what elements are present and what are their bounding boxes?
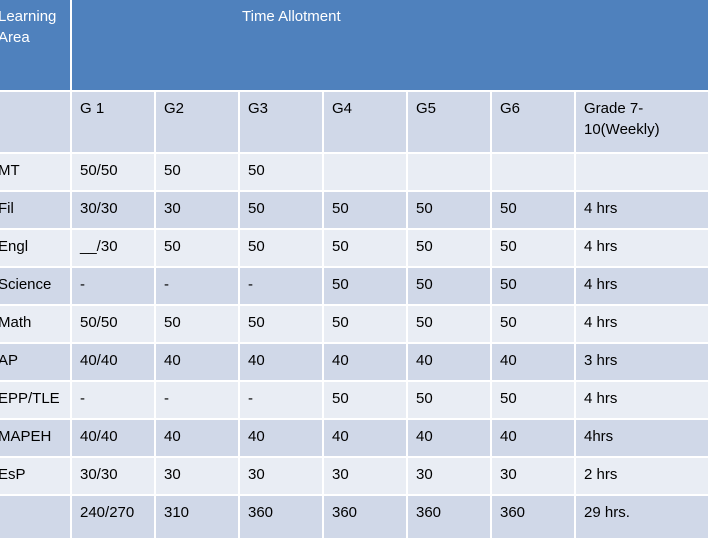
row-cell: 30 — [240, 458, 324, 496]
row-cell: 4 hrs — [576, 268, 710, 306]
row-cell — [408, 154, 492, 192]
total-cell: 360 — [492, 496, 576, 540]
row-label: Science — [0, 268, 72, 306]
row-cell: 40 — [408, 344, 492, 382]
row-cell: 50 — [408, 268, 492, 306]
row-cell: 50 — [240, 230, 324, 268]
row-cell: 40 — [156, 344, 240, 382]
row-cell: 4hrs — [576, 420, 710, 458]
header-time-allotment: Time Allotment — [72, 0, 710, 92]
column-header: G3 — [240, 92, 324, 154]
header-learning-area: Learning Area — [0, 0, 72, 92]
row-cell: 50 — [324, 306, 408, 344]
row-cell: 4 hrs — [576, 382, 710, 420]
row-cell: 50 — [492, 268, 576, 306]
row-cell: 40 — [408, 420, 492, 458]
row-cell: 50 — [492, 192, 576, 230]
row-cell: 30/30 — [72, 192, 156, 230]
row-label: Math — [0, 306, 72, 344]
row-label: EPP/TLE — [0, 382, 72, 420]
row-cell: 4 hrs — [576, 192, 710, 230]
row-label: Engl — [0, 230, 72, 268]
row-cell: - — [72, 268, 156, 306]
total-cell: 310 — [156, 496, 240, 540]
row-cell: 40/40 — [72, 420, 156, 458]
row-cell: - — [156, 268, 240, 306]
row-label: MAPEH — [0, 420, 72, 458]
row-cell: __/30 — [72, 230, 156, 268]
row-cell: 50 — [408, 306, 492, 344]
row-cell: 50 — [240, 306, 324, 344]
row-cell: 50 — [324, 268, 408, 306]
row-cell: 40 — [492, 344, 576, 382]
row-cell: 50 — [408, 192, 492, 230]
row-cell: 30 — [156, 458, 240, 496]
row-cell: 50 — [492, 382, 576, 420]
row-cell: - — [240, 382, 324, 420]
row-cell: 30 — [324, 458, 408, 496]
row-cell: 30/30 — [72, 458, 156, 496]
row-cell: 40 — [492, 420, 576, 458]
row-cell: 40 — [324, 344, 408, 382]
row-label: MT — [0, 154, 72, 192]
row-label: Fil — [0, 192, 72, 230]
total-cell: 360 — [324, 496, 408, 540]
column-header: G5 — [408, 92, 492, 154]
row-cell: 50 — [492, 230, 576, 268]
total-cell: 240/270 — [72, 496, 156, 540]
row-cell: 50 — [408, 230, 492, 268]
row-cell: 50 — [156, 154, 240, 192]
row-cell: - — [72, 382, 156, 420]
row-cell: 50 — [324, 230, 408, 268]
row-cell: 40 — [240, 344, 324, 382]
row-cell: 50 — [240, 154, 324, 192]
row-cell: - — [240, 268, 324, 306]
row-cell: 30 — [156, 192, 240, 230]
total-cell: 29 hrs. — [576, 496, 710, 540]
row-cell: 50/50 — [72, 306, 156, 344]
column-header: G2 — [156, 92, 240, 154]
row-cell: 40 — [240, 420, 324, 458]
column-header: G 1 — [72, 92, 156, 154]
row-cell: 50 — [156, 230, 240, 268]
column-header: G4 — [324, 92, 408, 154]
row-cell — [576, 154, 710, 192]
row-label: AP — [0, 344, 72, 382]
row-cell: 40 — [156, 420, 240, 458]
row-cell: - — [156, 382, 240, 420]
totals-blank — [0, 496, 72, 540]
row-cell: 50/50 — [72, 154, 156, 192]
row-cell: 50 — [156, 306, 240, 344]
row-cell: 50 — [324, 382, 408, 420]
row-label: EsP — [0, 458, 72, 496]
row-cell: 50 — [408, 382, 492, 420]
total-cell: 360 — [408, 496, 492, 540]
total-cell: 360 — [240, 496, 324, 540]
row-cell: 30 — [408, 458, 492, 496]
row-cell: 4 hrs — [576, 306, 710, 344]
row-cell: 4 hrs — [576, 230, 710, 268]
row-cell: 30 — [492, 458, 576, 496]
row-cell: 50 — [324, 192, 408, 230]
row-cell: 40 — [324, 420, 408, 458]
row-cell: 40/40 — [72, 344, 156, 382]
row-cell: 2 hrs — [576, 458, 710, 496]
row-cell: 50 — [240, 192, 324, 230]
header-blank — [0, 92, 72, 154]
column-header: G6 — [492, 92, 576, 154]
row-cell: 50 — [492, 306, 576, 344]
row-cell — [492, 154, 576, 192]
column-header: Grade 7-10(Weekly) — [576, 92, 710, 154]
row-cell: 3 hrs — [576, 344, 710, 382]
row-cell — [324, 154, 408, 192]
